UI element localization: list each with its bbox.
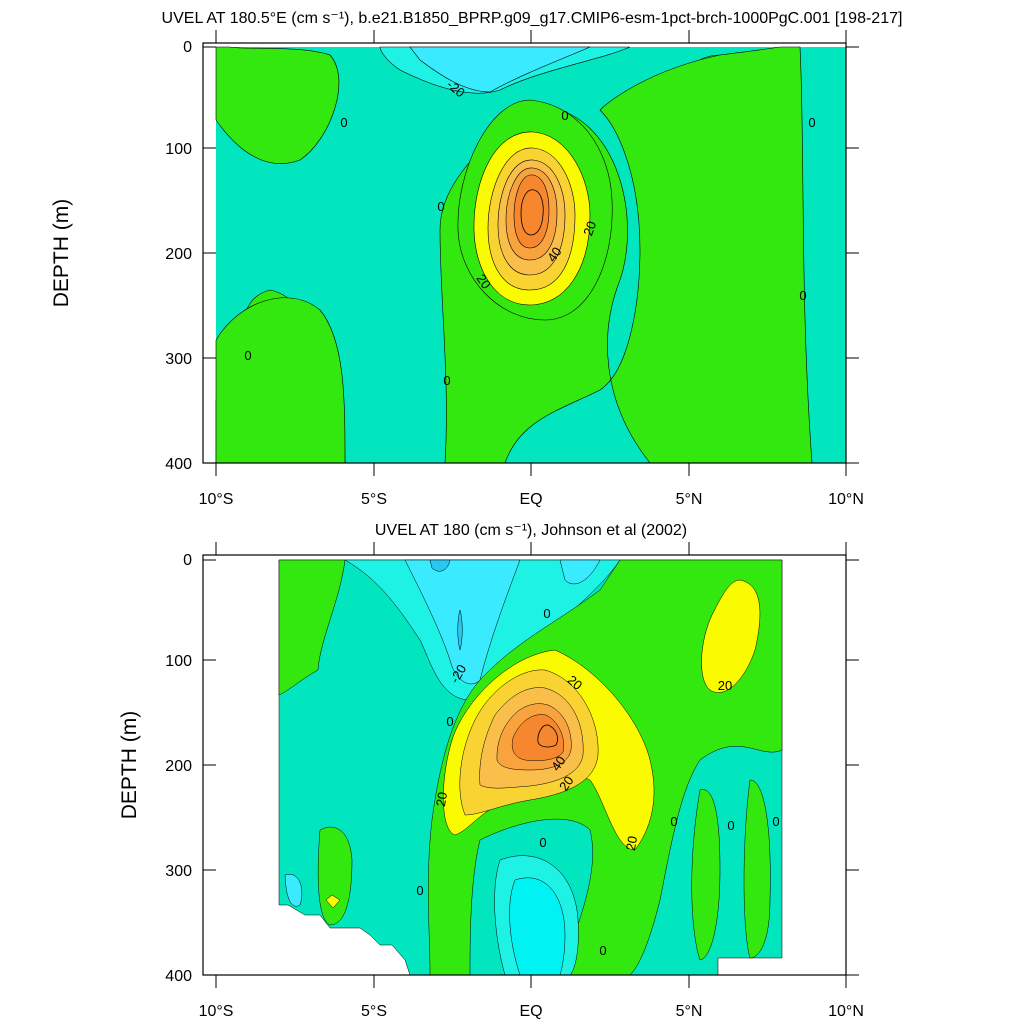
contour-label: 0 (543, 606, 550, 621)
contour-label: 20 (556, 773, 577, 793)
panel-top-contour-labels: -20 0 0 0 0 20 40 20 0 0 0 (244, 77, 815, 388)
fill-band-10-sw-top (215, 46, 340, 164)
ytick-label: 100 (165, 653, 192, 670)
xtick-label: EQ (519, 491, 542, 508)
contour-label: 20 (718, 678, 732, 693)
contour-label: 40 (544, 244, 565, 264)
fill-band-10-west (278, 559, 346, 696)
contour-label: 0 (599, 943, 606, 958)
xtick-label: 5°S (361, 1003, 387, 1020)
ytick-label: 0 (183, 552, 192, 569)
fill-band-neg20-sw (284, 873, 303, 907)
panel-top-xtick-labels: 10°S 5°S EQ 5°N 10°N (199, 491, 864, 508)
core-max (537, 724, 558, 748)
contour-label: 0 (727, 818, 734, 833)
contour-label: 0 (539, 835, 546, 850)
panel-top: UVEL AT 180.5°E (cm s⁻¹), b.e21.B1850_BP… (50, 10, 902, 508)
ytick-label: 300 (165, 863, 192, 880)
contour-label: 0 (244, 348, 251, 363)
ytick-label: 400 (165, 968, 192, 985)
contour-label: 20 (473, 271, 494, 291)
panel-bottom-contour-fill (278, 559, 783, 975)
panel-bottom-title: UVEL AT 180 (cm s⁻¹), Johnson et al (200… (375, 522, 687, 539)
contour-label: 0 (437, 199, 444, 214)
contour-label: 20 (623, 835, 640, 852)
fill-band-neg20-east (559, 559, 601, 585)
xtick-label: 5°N (676, 491, 703, 508)
contour-label: 0 (443, 373, 450, 388)
ytick-label: 200 (165, 246, 192, 263)
xtick-label: 10°S (199, 1003, 234, 1020)
panel-top-contour-fill (215, 46, 846, 463)
panel-bottom-ytick-labels: 0 100 200 300 400 (165, 552, 192, 985)
panel-top-ticks (203, 30, 859, 476)
xtick-label: EQ (519, 1003, 542, 1020)
fill-band-10-sw-bottom (215, 297, 346, 463)
contour-label: 0 (340, 115, 347, 130)
xtick-label: 5°S (361, 491, 387, 508)
panel-top-ytick-labels: 0 100 200 300 400 (165, 39, 192, 473)
xtick-label: 10°N (828, 1003, 864, 1020)
contour-label: 0 (799, 288, 806, 303)
xtick-label: 10°N (828, 491, 864, 508)
panel-bottom-contour-labels: -20 0 20 20 40 20 20 20 0 0 0 0 0 0 0 (416, 606, 779, 958)
ytick-label: 400 (165, 456, 192, 473)
fill-band-neg40 (429, 559, 451, 572)
fill-band-neg20 (404, 559, 521, 685)
contour-label: 20 (433, 791, 450, 808)
contour-label: 0 (446, 714, 453, 729)
ytick-label: 300 (165, 351, 192, 368)
fill-band-20-sw-spot (325, 894, 341, 909)
contour-label: 0 (561, 108, 568, 123)
panel-bottom: UVEL AT 180 (cm s⁻¹), Johnson et al (200… (118, 522, 864, 1020)
fill-band-10-se2 (743, 779, 771, 959)
contour-label: 0 (808, 115, 815, 130)
fill-band-neg20 (409, 46, 591, 93)
ytick-label: 0 (183, 39, 192, 56)
ytick-label: 100 (165, 141, 192, 158)
xtick-label: 10°S (199, 491, 234, 508)
fill-band-20-ne (701, 579, 761, 693)
ytick-label: 200 (165, 758, 192, 775)
contour-label: 0 (772, 814, 779, 829)
xtick-label: 5°N (676, 1003, 703, 1020)
fill-band-neg40-b (457, 609, 463, 651)
panel-top-title: UVEL AT 180.5°E (cm s⁻¹), b.e21.B1850_BP… (162, 10, 903, 27)
panel-top-ylabel: DEPTH (m) (50, 199, 73, 308)
panel-bottom-xtick-labels: 10°S 5°S EQ 5°N 10°N (199, 1003, 864, 1020)
panel-bottom-ylabel: DEPTH (m) (118, 711, 141, 820)
contour-label: 20 (580, 219, 599, 238)
panel-bottom-ticks (203, 542, 859, 988)
contour-label: 0 (416, 883, 423, 898)
core-max (520, 189, 544, 236)
fill-band-neg10-south-core (509, 877, 566, 975)
fill-band-10-se (691, 789, 721, 961)
contour-label: 0 (670, 814, 677, 829)
contour-label: 40 (548, 753, 569, 773)
